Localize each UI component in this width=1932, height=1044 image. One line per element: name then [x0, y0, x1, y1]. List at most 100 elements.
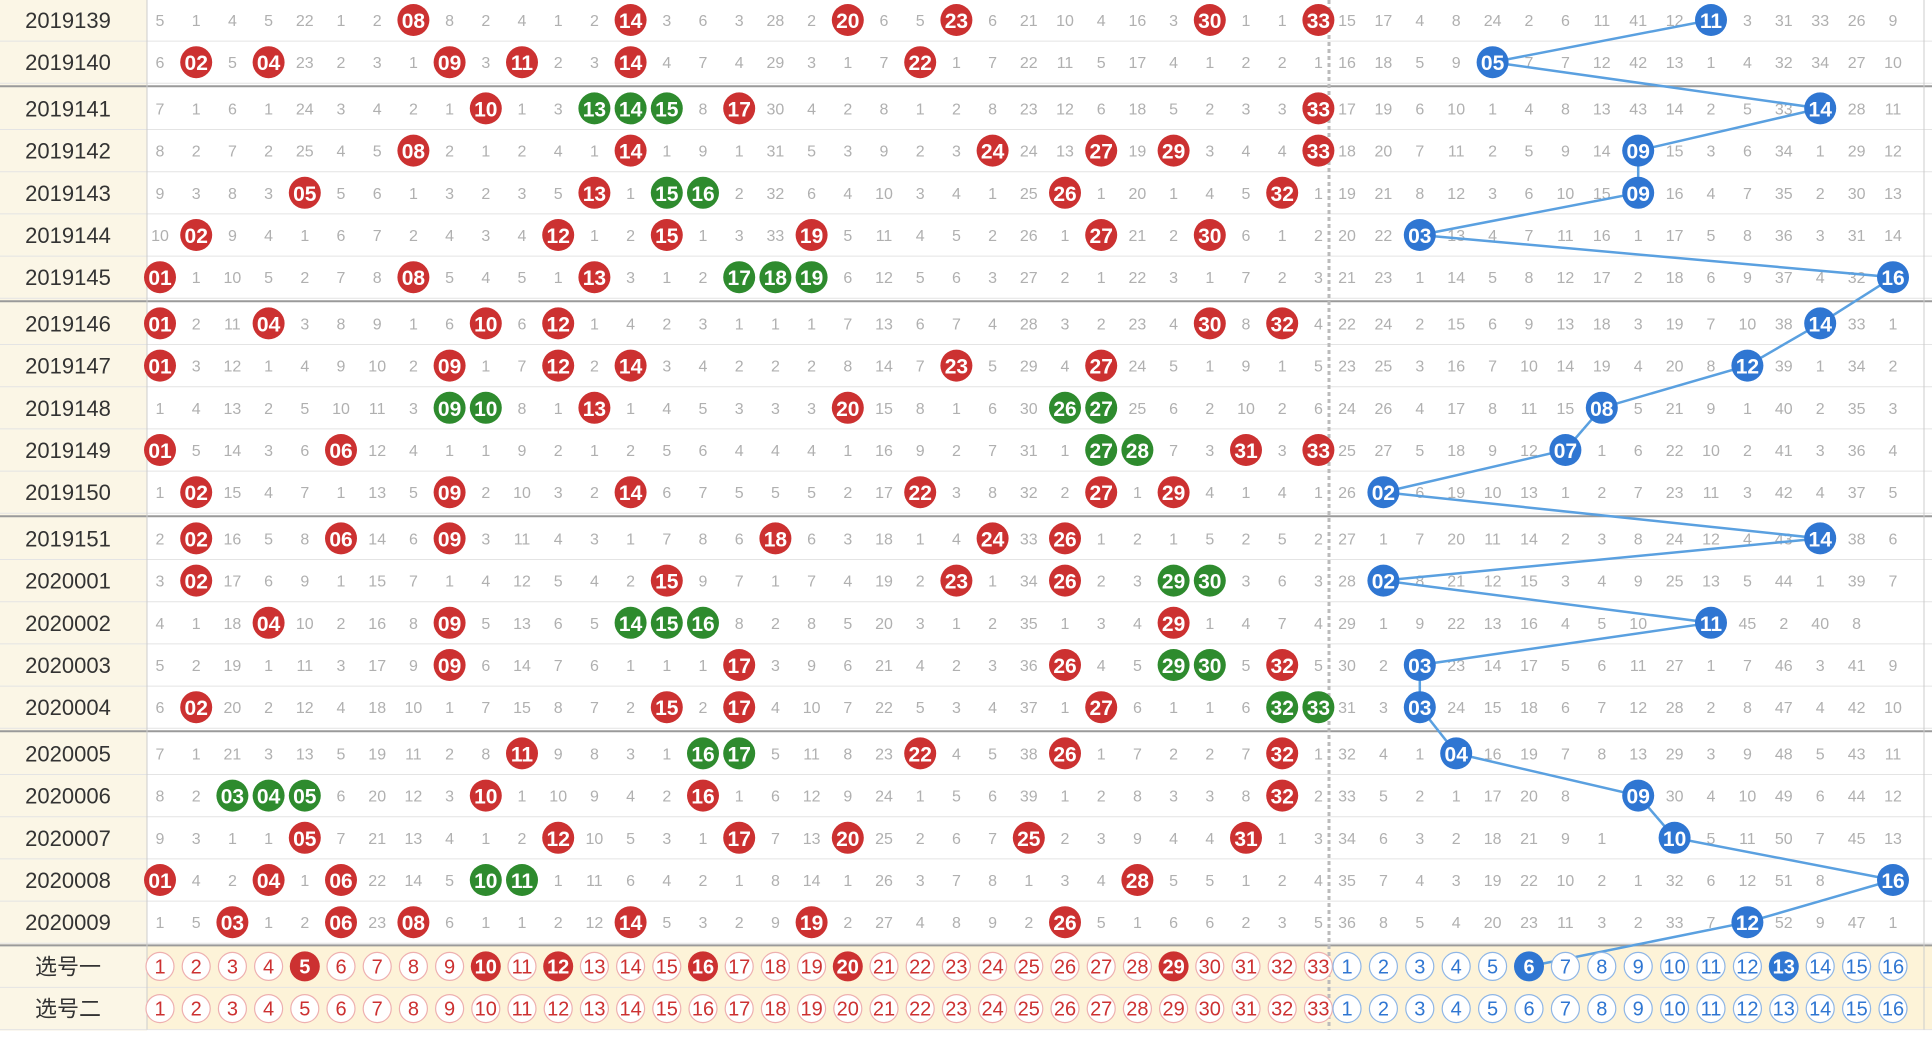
select-two-red-number[interactable]: 31 — [1235, 999, 1257, 1021]
select-two-red-option[interactable] — [1231, 993, 1261, 1024]
select-two-blue-number[interactable]: 8 — [1596, 999, 1607, 1021]
select-two-red-option[interactable] — [724, 993, 754, 1024]
select-two-red-option[interactable] — [181, 993, 211, 1024]
select-one-red-option[interactable] — [254, 951, 284, 982]
select-one-red-option[interactable] — [760, 951, 791, 982]
select-one-red-option[interactable] — [652, 951, 682, 982]
select-two-red-number[interactable]: 24 — [981, 999, 1003, 1021]
select-one-blue-number[interactable]: 1 — [1341, 956, 1352, 978]
select-one-red-option[interactable] — [435, 951, 465, 982]
select-one-red-number[interactable]: 18 — [764, 956, 786, 978]
select-one-red-number[interactable]: 12 — [547, 956, 569, 978]
select-one-red-selected[interactable] — [289, 951, 320, 982]
select-two-red-option[interactable] — [1014, 993, 1044, 1024]
select-two-red-number[interactable]: 20 — [837, 999, 859, 1021]
select-two-red-number[interactable]: 1 — [154, 999, 165, 1021]
select-one-red-number[interactable]: 9 — [444, 956, 455, 978]
select-two-blue-option[interactable] — [1550, 993, 1581, 1024]
select-two-red-number[interactable]: 10 — [475, 999, 497, 1021]
select-one-red-option[interactable] — [145, 951, 175, 982]
select-one-red-number[interactable]: 27 — [1090, 956, 1112, 978]
select-one-red-option[interactable] — [1050, 951, 1080, 982]
select-one-red-option[interactable] — [1122, 951, 1153, 982]
select-one-blue-number[interactable]: 3 — [1414, 956, 1425, 978]
select-two-blue-number[interactable]: 7 — [1560, 999, 1571, 1021]
select-two-red-option[interactable] — [579, 993, 610, 1024]
select-one-blue-number[interactable]: 2 — [1378, 956, 1389, 978]
select-two-blue-number[interactable]: 11 — [1701, 999, 1722, 1021]
select-two-red-number[interactable]: 6 — [335, 999, 346, 1021]
select-one-red-number[interactable]: 26 — [1054, 956, 1076, 978]
select-one-red-option[interactable] — [1195, 951, 1225, 982]
select-two-red-option[interactable] — [760, 993, 791, 1024]
select-two-blue-number[interactable]: 2 — [1378, 999, 1389, 1021]
select-two-blue-number[interactable]: 14 — [1809, 999, 1831, 1021]
select-two-blue-number[interactable]: 16 — [1882, 999, 1904, 1021]
select-two-red-number[interactable]: 11 — [512, 999, 533, 1021]
select-two-red-number[interactable]: 12 — [547, 999, 569, 1021]
select-one-red-option[interactable] — [977, 951, 1008, 982]
select-one-blue-option[interactable] — [1441, 951, 1471, 982]
select-one-red-number[interactable]: 11 — [512, 956, 533, 978]
select-one-blue-number[interactable]: 5 — [1487, 956, 1498, 978]
select-one-red-number[interactable]: 28 — [1126, 956, 1148, 978]
select-two-red-number[interactable]: 5 — [299, 999, 310, 1021]
select-two-blue-number[interactable]: 4 — [1451, 999, 1462, 1021]
select-two-red-number[interactable]: 18 — [764, 999, 786, 1021]
select-one-red-number[interactable]: 33 — [1307, 956, 1329, 978]
select-one-red-selected[interactable] — [832, 951, 863, 982]
select-two-red-option[interactable] — [1158, 993, 1189, 1024]
select-two-red-option[interactable] — [1122, 993, 1153, 1024]
select-two-red-option[interactable] — [326, 993, 356, 1024]
select-one-red-number[interactable]: 32 — [1271, 956, 1293, 978]
select-two-red-number[interactable]: 27 — [1090, 999, 1112, 1021]
select-two-red-number[interactable]: 2 — [191, 999, 202, 1021]
select-two-red-number[interactable]: 29 — [1162, 999, 1184, 1021]
select-one-blue-option[interactable] — [1805, 951, 1835, 982]
select-one-blue-number[interactable]: 12 — [1736, 956, 1758, 978]
select-one-red-number[interactable]: 19 — [800, 956, 822, 978]
select-two-blue-number[interactable]: 1 — [1341, 999, 1352, 1021]
select-two-red-number[interactable]: 7 — [372, 999, 383, 1021]
select-one-red-number[interactable]: 15 — [656, 956, 678, 978]
select-two-blue-option[interactable] — [1477, 993, 1508, 1024]
select-two-red-option[interactable] — [254, 993, 284, 1024]
select-two-red-option[interactable] — [290, 993, 320, 1024]
select-two-blue-option[interactable] — [1368, 993, 1399, 1024]
select-two-red-option[interactable] — [398, 993, 428, 1024]
select-one-blue-number[interactable]: 10 — [1663, 956, 1685, 978]
select-two-red-number[interactable]: 30 — [1199, 999, 1221, 1021]
select-one-red-option[interactable] — [796, 951, 827, 982]
select-two-red-number[interactable]: 3 — [227, 999, 238, 1021]
select-two-blue-option[interactable] — [1441, 993, 1471, 1024]
select-one-red-option[interactable] — [398, 951, 428, 982]
select-one-blue-number[interactable]: 14 — [1809, 956, 1831, 978]
select-one-blue-option[interactable] — [1732, 951, 1763, 982]
select-one-red-number[interactable]: 24 — [981, 956, 1003, 978]
select-one-blue-option[interactable] — [1405, 951, 1435, 982]
select-one-blue-number[interactable]: 9 — [1633, 956, 1644, 978]
select-one-red-number[interactable]: 2 — [191, 956, 202, 978]
select-two-red-option[interactable] — [1050, 993, 1080, 1024]
select-one-red-number[interactable]: 7 — [372, 956, 383, 978]
select-one-red-number[interactable]: 31 — [1235, 956, 1257, 978]
select-two-blue-option[interactable] — [1332, 993, 1362, 1024]
select-one-red-number[interactable]: 23 — [945, 956, 967, 978]
select-two-red-option[interactable] — [652, 993, 682, 1024]
select-two-blue-number[interactable]: 12 — [1736, 999, 1758, 1021]
select-one-red-option[interactable] — [724, 951, 754, 982]
select-one-red-option[interactable] — [1014, 951, 1044, 982]
select-two-blue-option[interactable] — [1405, 993, 1435, 1024]
select-two-red-number[interactable]: 32 — [1271, 999, 1293, 1021]
select-one-red-selected[interactable] — [543, 951, 574, 982]
select-one-blue-number[interactable]: 11 — [1701, 956, 1722, 978]
select-one-blue-selected[interactable] — [1514, 951, 1544, 982]
select-two-red-number[interactable]: 8 — [408, 999, 419, 1021]
select-two-red-option[interactable] — [543, 993, 573, 1024]
select-two-red-number[interactable]: 13 — [583, 999, 605, 1021]
select-one-red-option[interactable] — [181, 951, 211, 982]
select-two-blue-number[interactable]: 6 — [1523, 999, 1534, 1021]
select-one-blue-number[interactable]: 7 — [1560, 956, 1571, 978]
select-one-red-number[interactable]: 30 — [1199, 956, 1221, 978]
select-one-blue-option[interactable] — [1878, 951, 1908, 982]
